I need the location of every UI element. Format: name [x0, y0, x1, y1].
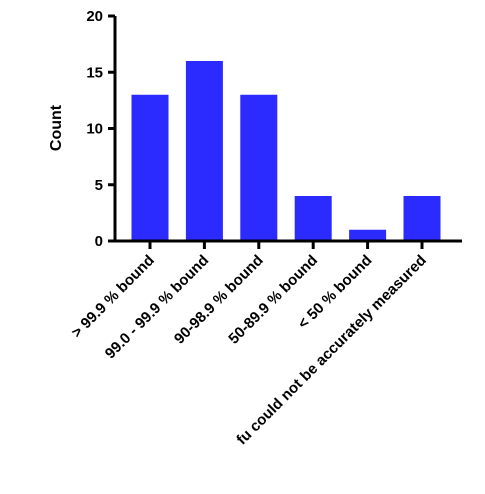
y-tick-label: 10 — [86, 121, 103, 138]
bar — [185, 61, 223, 241]
x-tick-label: 99.0 - 99.9 % bound — [102, 252, 212, 362]
y-tick-label: 5 — [95, 177, 103, 194]
y-axis-title: Count — [48, 104, 65, 151]
bars-layer — [131, 61, 441, 241]
bar — [403, 196, 441, 241]
y-tick-label: 20 — [86, 8, 103, 25]
x-tick-label: fu could not be accurately measured — [233, 252, 430, 449]
bar — [294, 196, 332, 241]
bar — [131, 94, 169, 241]
y-tick-label: 15 — [86, 64, 103, 81]
y-tick-label: 0 — [95, 233, 103, 250]
y-ticks-layer: 0 5 10 15 20 — [86, 8, 115, 250]
bar — [240, 94, 278, 241]
bar — [349, 229, 387, 241]
